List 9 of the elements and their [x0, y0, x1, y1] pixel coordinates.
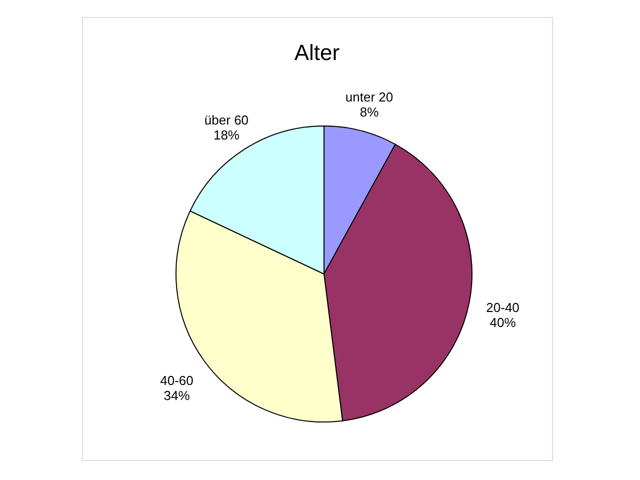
data-label: 18% [213, 127, 240, 142]
slice-label: 20-40 [486, 300, 520, 316]
slice-label: unter 20 [345, 90, 394, 105]
data-label: 34% [164, 388, 190, 403]
chart-title: Alter [294, 40, 340, 65]
data-label: 40% [490, 315, 516, 330]
slice-label: über 60 [204, 112, 249, 128]
data-label: 8% [360, 104, 380, 120]
slice-label: 40-60 [160, 372, 194, 388]
